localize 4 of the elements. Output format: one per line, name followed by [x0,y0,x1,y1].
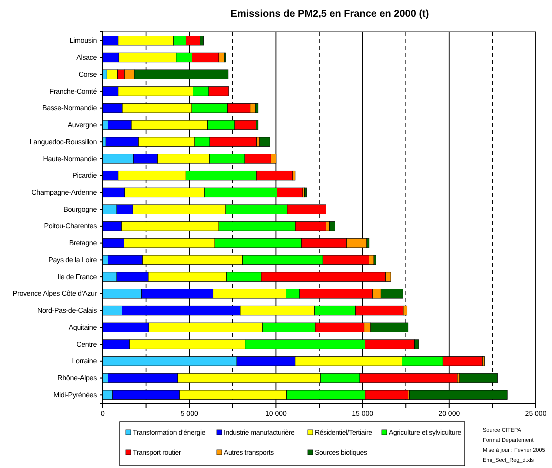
bar [260,137,270,147]
chart-title: Emissions de PM2,5 en France en 2000 (t) [230,9,430,20]
bar [330,222,336,232]
bar [304,188,308,198]
